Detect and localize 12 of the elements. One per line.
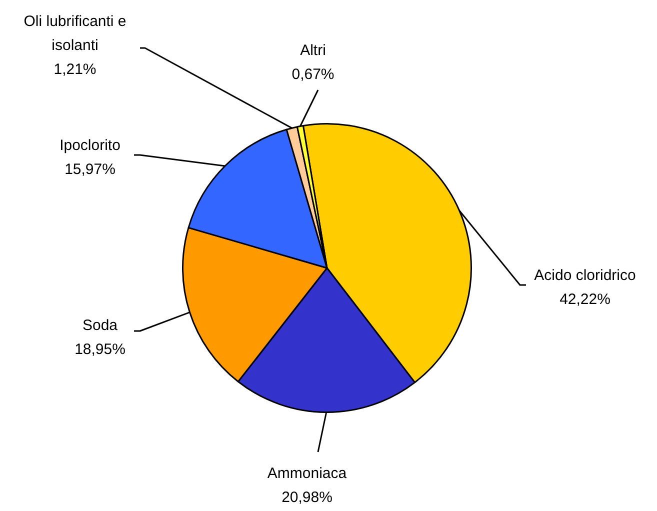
data-label: 20,98%	[282, 489, 332, 506]
slice-label: Ipoclorito	[60, 137, 120, 154]
data-label: 15,97%	[64, 161, 116, 178]
slice-label: Oli lubrificanti e isolanti	[24, 13, 126, 54]
data-label: 18,95%	[74, 341, 126, 358]
slice-label: Altri	[300, 42, 326, 60]
slice-label: Soda	[82, 317, 118, 334]
slice-label: Acido cloridrico	[534, 267, 636, 284]
slice-label: Ammoniaca	[267, 465, 348, 482]
data-label: 42,22%	[560, 291, 610, 308]
data-label: 1,21%	[54, 61, 96, 78]
data-label: 0,67%	[292, 66, 334, 84]
